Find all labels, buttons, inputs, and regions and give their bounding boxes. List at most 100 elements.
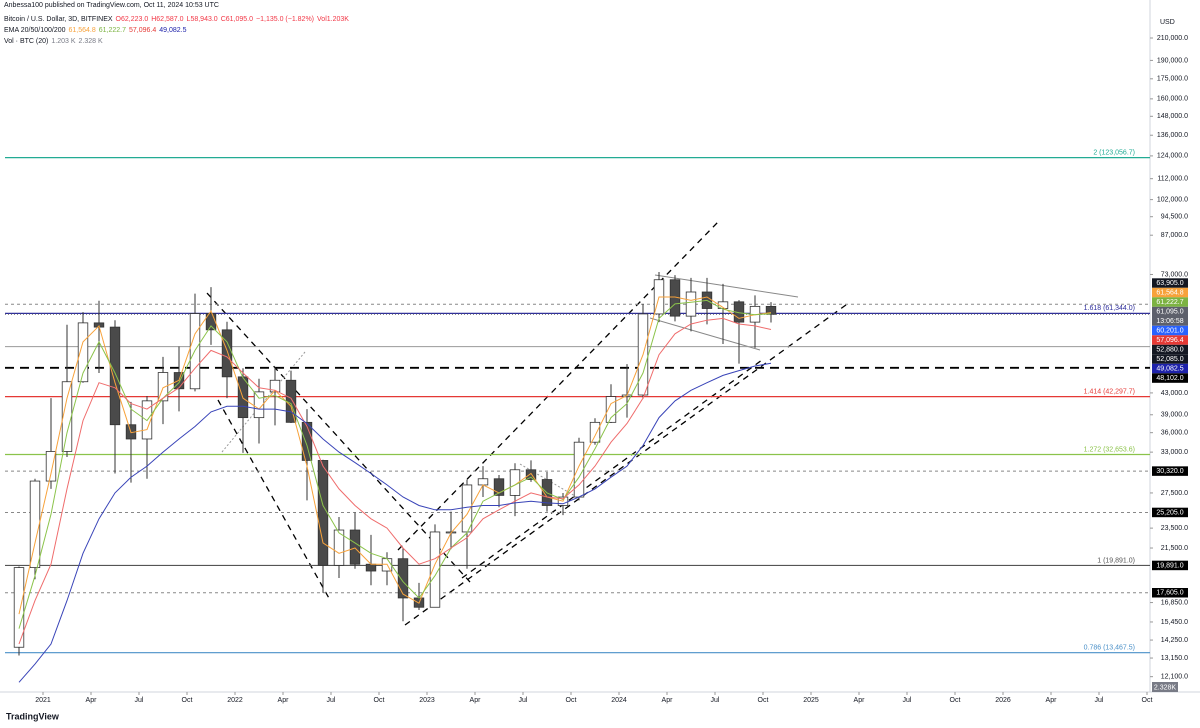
price-badge: 30,320.0 (1156, 468, 1183, 475)
candle-body (429, 531, 441, 608)
candle-body (61, 381, 73, 452)
x-tick-label: 2021 (35, 697, 51, 704)
y-tick-label: 15,450.0 (1161, 619, 1188, 626)
legend-item: C61,095.0 (220, 16, 254, 23)
y-tick-label: 102,000.0 (1157, 196, 1188, 203)
legend-item: H62,587.0 (151, 16, 184, 23)
legend-item: L58,943.0 (186, 16, 218, 23)
x-tick-label: Jul (327, 697, 336, 704)
legend-item: 61,222.7 (98, 27, 126, 34)
axis-unit: USD (1160, 19, 1175, 26)
ema-line (18, 317, 772, 645)
y-tick-label: 23,500.0 (1161, 525, 1188, 532)
brand: TradingView (6, 711, 60, 721)
price-badge-bg (1152, 297, 1188, 307)
x-tick-label: Apr (470, 697, 482, 704)
price-badge: 61,222.7 (1156, 299, 1183, 306)
legend-item: 57,096.4 (129, 27, 157, 34)
price-badge: 52,880.0 (1156, 347, 1183, 354)
x-tick-label: 2022 (227, 697, 243, 704)
candle-body (333, 529, 345, 566)
candle-body (253, 391, 265, 419)
x-tick-label: Apr (662, 697, 674, 704)
price-badge-bg (1152, 325, 1188, 336)
trend-line (461, 359, 763, 579)
x-tick-label: Oct (758, 697, 769, 704)
legend-item: Vol · BTC (20) (4, 38, 49, 45)
legend-item: EMA 20/50/100/200 (4, 27, 66, 34)
candle-body (589, 421, 601, 443)
y-tick-label: 39,000.0 (1161, 412, 1188, 419)
price-badge-bg (1152, 507, 1188, 518)
price-badge: 25,205.0 (1156, 509, 1183, 516)
candle-body (317, 460, 329, 566)
candle-body (605, 396, 617, 423)
price-badge-bg (1152, 354, 1188, 364)
candle-body (493, 478, 505, 496)
y-tick-label: 14,250.0 (1161, 637, 1188, 644)
candle-body (397, 558, 409, 599)
x-tick-label: Oct (182, 697, 193, 704)
candle-body (269, 379, 281, 393)
y-tick-label: 112,000.0 (1157, 176, 1188, 183)
triangle-line (649, 317, 761, 351)
ema-line (18, 362, 772, 683)
candle-body (477, 478, 489, 486)
x-tick-label: 2024 (611, 697, 627, 704)
published: Anbessa100 published on TradingView.com,… (4, 2, 219, 9)
price-badge-bg (1152, 466, 1188, 476)
y-tick-label: 73,000.0 (1161, 271, 1188, 278)
x-tick-label: 2026 (995, 697, 1011, 704)
x-tick-label: Oct (950, 697, 961, 704)
y-tick-label: 13,150.0 (1161, 655, 1188, 662)
y-tick-label: 148,000.0 (1157, 113, 1188, 120)
x-tick-label: 2025 (803, 697, 819, 704)
y-tick-label: 175,000.0 (1157, 76, 1188, 83)
x-tick-label: Apr (86, 697, 98, 704)
candle-body (45, 451, 57, 482)
candle-body (365, 563, 377, 572)
y-tick-label: 124,000.0 (1157, 153, 1188, 160)
x-tick-label: 2023 (419, 697, 435, 704)
price-badge: 49,082.5 (1156, 366, 1183, 373)
x-tick-label: Apr (278, 697, 290, 704)
x-tick-label: Apr (1046, 697, 1058, 704)
fib-label: 1 (19,891.0) (1097, 557, 1135, 564)
candle-body (77, 322, 89, 383)
y-tick-label: 12,100.0 (1161, 674, 1188, 681)
candle-body (349, 529, 361, 565)
legend-item: Bitcoin / U.S. Dollar, 3D, BITFINEX (4, 16, 113, 23)
candle-body (285, 379, 297, 423)
legend-item: O62,223.0 (115, 16, 149, 23)
price-badge-bg (1152, 363, 1188, 374)
price-badge-bg (1152, 344, 1188, 355)
x-tick-label: Jul (903, 697, 912, 704)
volume-badge-bg (1152, 682, 1178, 692)
price-badge-bg (1152, 278, 1188, 288)
fib-label: 2 (123,056.7) (1093, 149, 1135, 156)
price-badge-bg (1152, 588, 1188, 598)
trend-line (404, 301, 851, 626)
legend-item: 2.328 K (78, 38, 103, 45)
y-tick-label: 36,000.0 (1161, 430, 1188, 437)
y-tick-label: 21,500.0 (1161, 545, 1188, 552)
y-tick-label: 190,000.0 (1157, 57, 1188, 64)
price-badge-bg (1152, 287, 1188, 298)
ema-line (18, 296, 772, 615)
trend-line (519, 463, 576, 497)
y-tick-label: 160,000.0 (1157, 96, 1188, 103)
x-tick-label: Jul (1095, 697, 1104, 704)
legend-item: 61,564.8 (68, 27, 96, 34)
volume-legend: Vol · BTC (20) 1.203 K 2.328 K (4, 38, 106, 45)
candle-body (685, 291, 697, 317)
trend-line (217, 399, 331, 601)
price-badge-bg (1152, 335, 1188, 345)
price-badge: 61,564.8 (1156, 290, 1183, 297)
legend-item: Vol1.203K (317, 16, 349, 23)
candle-body (29, 480, 41, 568)
fib-label: 0.786 (13,467.5) (1084, 645, 1135, 652)
volume-badge: 2.328K (1154, 684, 1177, 691)
candle-body (573, 441, 585, 498)
